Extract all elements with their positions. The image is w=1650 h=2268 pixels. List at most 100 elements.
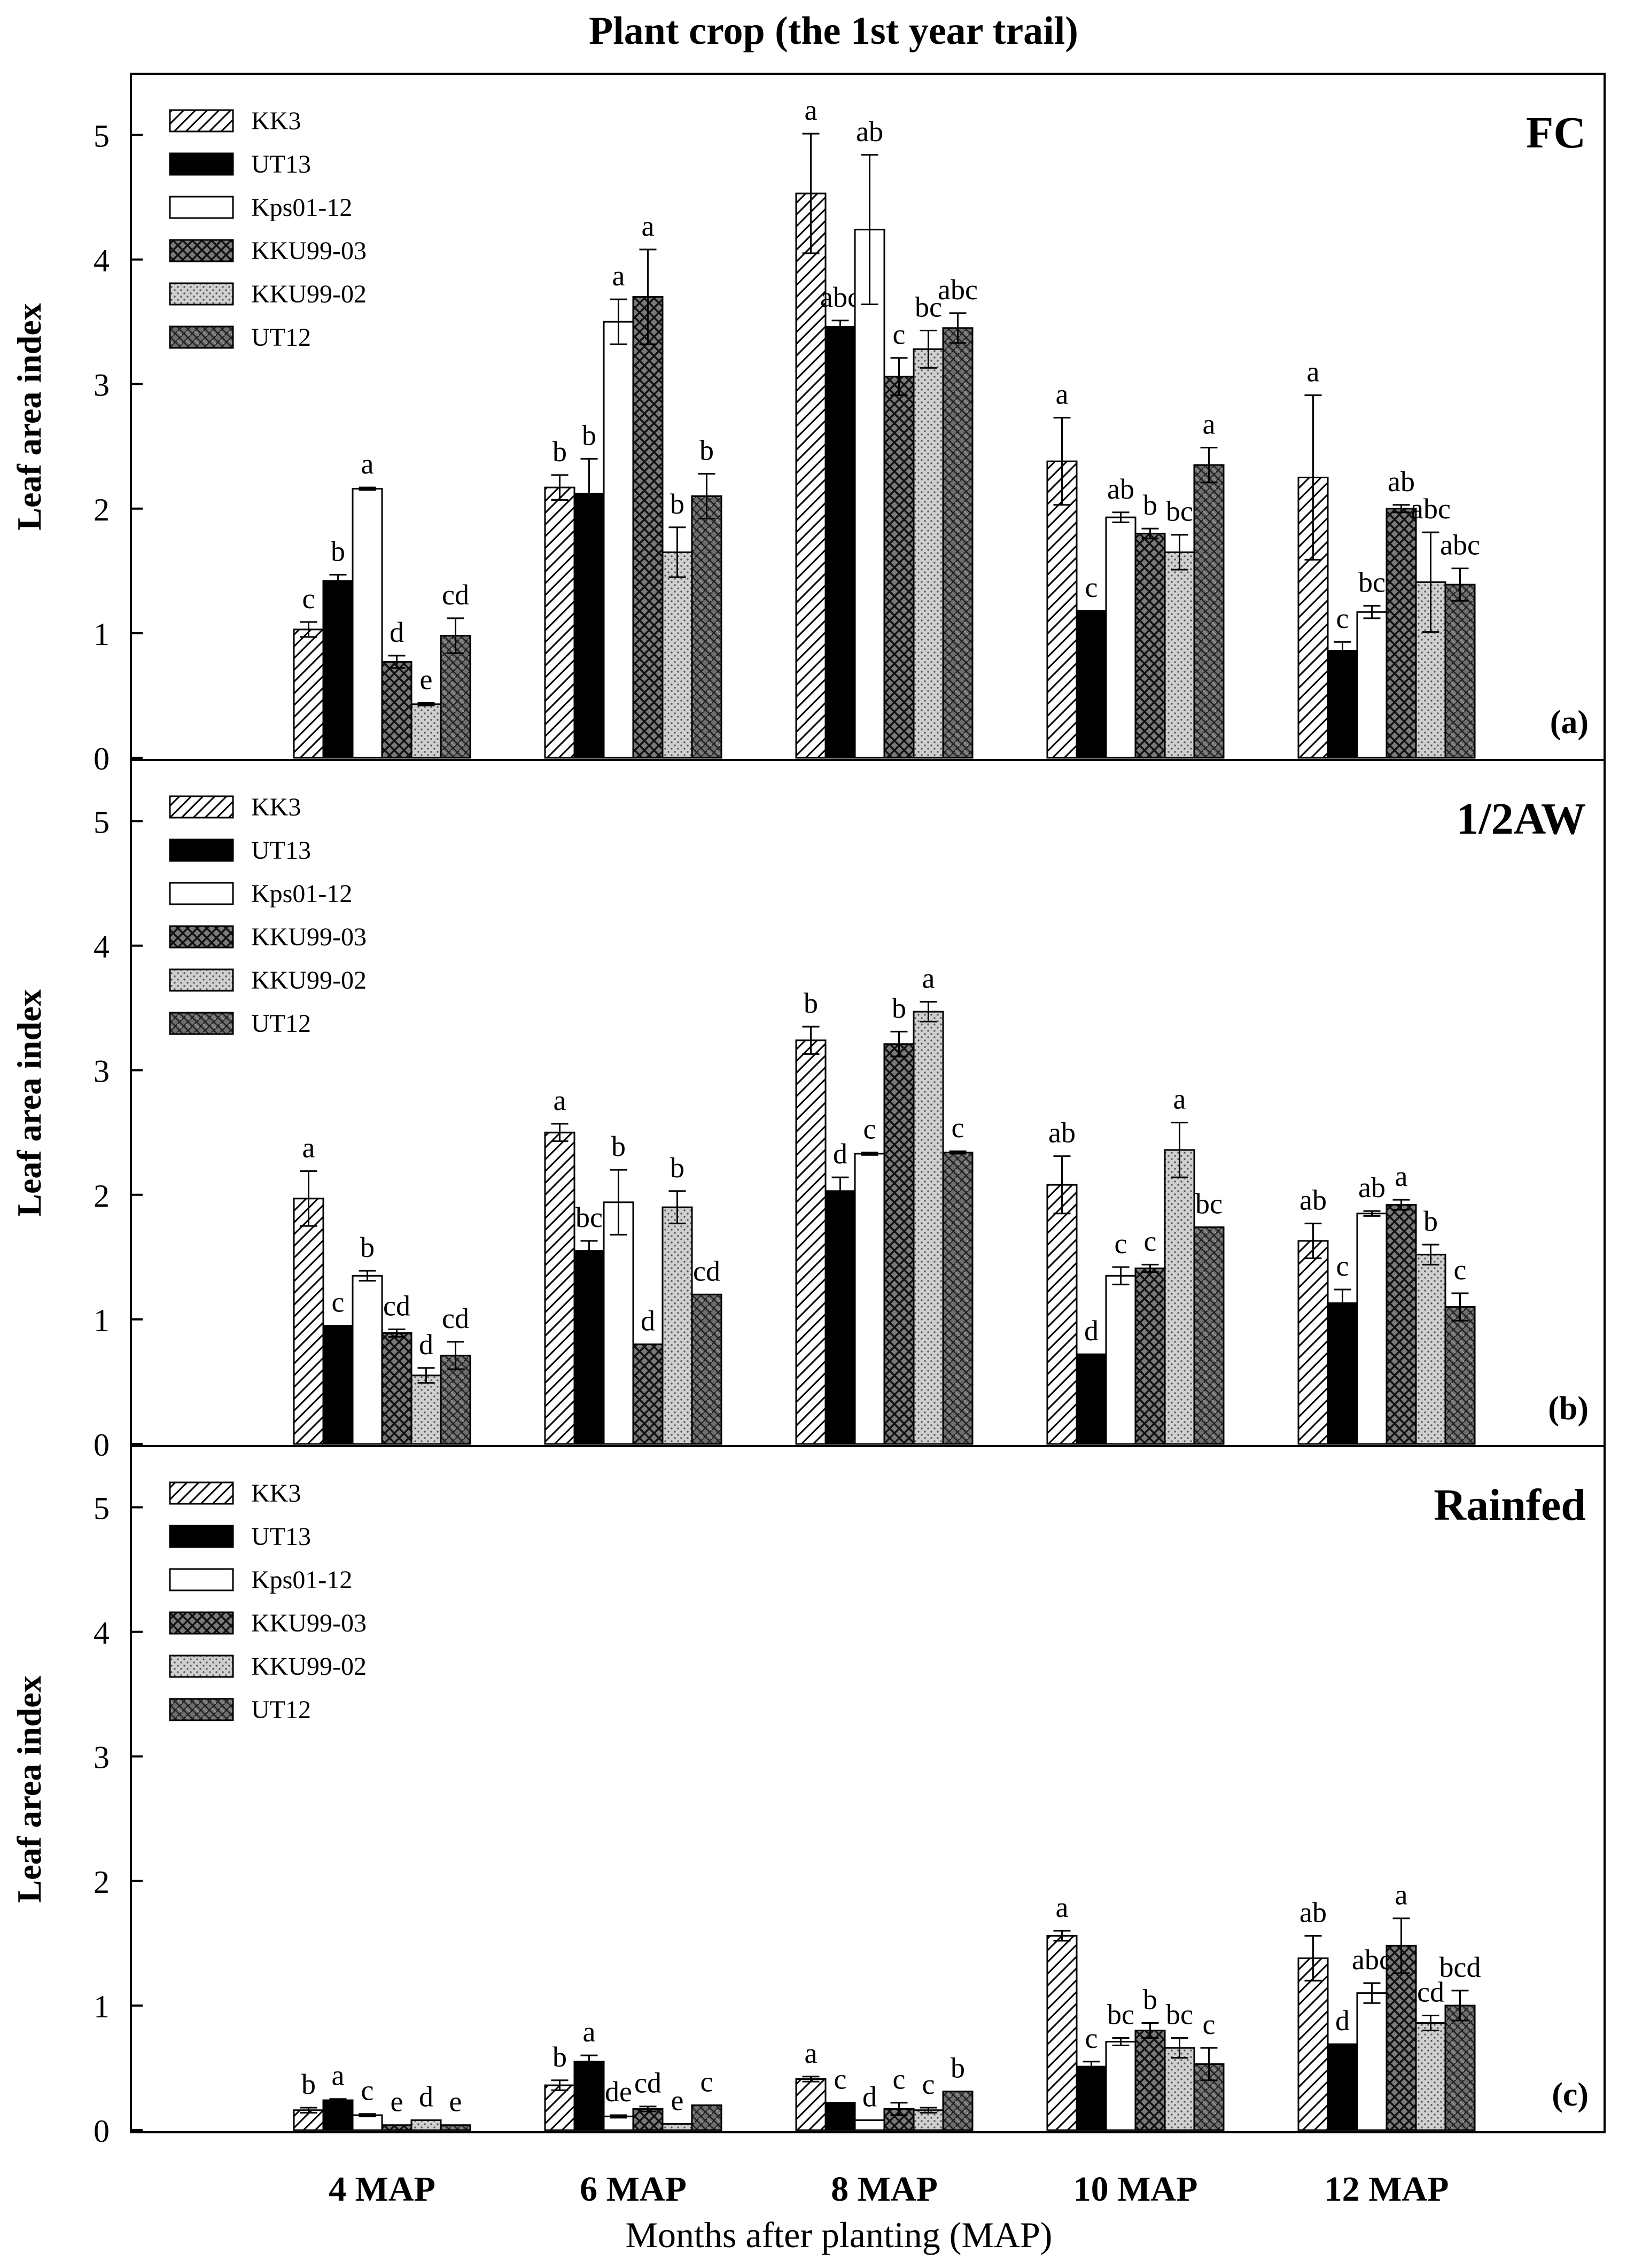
y-tick-label: 1 [94,617,110,652]
bar-kk3 [1297,1240,1329,1445]
significance-letter: c [1454,1254,1467,1286]
legend-swatch [169,968,234,992]
x-axis-label: Months after planting (MAP) [626,2215,1053,2255]
bar-kk3 [795,2078,827,2131]
bar-ut13 [322,580,354,759]
significance-letter: cd [634,2067,661,2099]
significance-letter: c [893,2063,906,2095]
significance-letter: cd [442,1302,469,1334]
significance-letter: a [805,94,818,126]
significance-letter: e [391,2086,403,2118]
legend-label: KKU99-03 [251,923,367,951]
legend-label: KK3 [251,793,301,821]
significance-letter: d [1335,2005,1350,2037]
bar-ut12 [440,2124,471,2131]
y-axis-label: Leaf area index [10,303,48,530]
bar-ut13 [1327,650,1358,759]
legend-swatch [169,838,234,862]
bar-kku99-02 [1164,1149,1195,1445]
bar-kps01-12 [603,2115,634,2131]
legend-swatch [169,1611,234,1635]
bar-ut12 [1193,464,1225,759]
significance-letter: bc [1195,1187,1223,1220]
significance-letter: c [302,582,315,615]
significance-letter: a [1307,356,1320,388]
significance-letter: abc [1352,1944,1392,1976]
x-category-label: 12 MAP [1325,2170,1449,2209]
legend-label: UT12 [251,1009,311,1038]
y-tick-label: 5 [94,118,110,153]
bar-kku99-03 [632,1343,664,1445]
bar-kku99-03 [1134,532,1166,759]
bar-kku99-03 [1386,508,1417,759]
significance-letter: d [419,2080,433,2112]
significance-letter: ab [1358,1171,1386,1203]
bar-ut13 [573,2061,605,2131]
significance-letter: d [833,1138,847,1170]
legend: KK3 UT13 Kps01-12 KKU99-03 KKU99-02 UT12 [169,1479,367,1724]
bar-ut13 [573,1250,605,1445]
bar-kku99-03 [381,2124,412,2131]
bar-kku99-03 [1386,1203,1417,1445]
bar-kku99-03 [381,1332,412,1445]
legend-label: UT12 [251,1696,311,1724]
y-tick-label: 5 [94,804,110,840]
bar-ut13 [1076,1353,1107,1445]
bar-kps01-12 [854,1153,885,1445]
bar-kps01-12 [854,2119,885,2131]
bar-kk3 [293,628,324,759]
legend-swatch [169,109,234,133]
significance-letter: c [1203,2008,1216,2040]
legend-swatch [169,152,234,176]
bar-kk3 [795,192,827,759]
bar-kps01-12 [1105,516,1137,759]
bar-kku99-02 [410,2119,442,2131]
significance-letter: a [361,448,374,480]
significance-letter: a [302,1132,315,1164]
x-axis-categories: 4 MAP 6 MAP 8 MAP 10 MAP 12 MAP [329,2170,1449,2209]
significance-letter: c [361,2075,374,2107]
significance-letter: c [863,1113,876,1145]
significance-letter: b [552,436,567,468]
bar-kk3 [544,2084,575,2131]
bar-ut12 [691,495,722,759]
significance-letter: b [804,987,818,1019]
legend-swatch [169,1525,234,1548]
y-tick-label: 3 [94,368,110,403]
y-axis-label: Leaf area index [10,1675,48,1902]
significance-letter: bc [1107,1999,1134,2031]
bar-kk3 [544,486,575,759]
bar-kk3 [1297,1957,1329,2131]
bar-kku99-02 [410,1374,442,1445]
bar-ut13 [824,2102,856,2131]
y-axis-label: Leaf area index [10,989,48,1216]
legend-swatch [169,325,234,349]
significance-letter: cd [693,1255,720,1287]
significance-letter: b [699,434,714,467]
x-category-label: 8 MAP [831,2170,938,2209]
bar-kk3 [1046,1184,1078,1445]
y-tick-label: 5 [94,1490,110,1526]
bar-ut12 [440,635,471,759]
significance-letter: e [671,2084,684,2116]
bar-ut13 [824,325,856,759]
legend-swatch [169,196,234,219]
bar-kku99-03 [632,296,664,759]
panel-tag: (a) [1550,704,1589,741]
significance-letter: c [332,1286,345,1318]
y-tick-label: 4 [94,243,110,278]
significance-letter: d [641,1305,655,1337]
panel-1: 0 1 2 3 4 5 Leaf area index FC (a) KK3 UT13 Kps01-1… [10,73,1606,776]
y-tick-label: 0 [94,1427,110,1463]
panel-treatment-label: 1/2AW [1456,794,1586,844]
significance-letter: c [952,1112,964,1144]
legend-label: KKU99-02 [251,1652,367,1681]
legend-label: KKU99-02 [251,280,367,308]
bar-ut13 [1076,610,1107,759]
bar-ut12 [942,327,974,759]
bar-ut12 [691,1293,722,1445]
bar-kps01-12 [352,487,383,759]
significance-letter: a [1395,1879,1408,1911]
